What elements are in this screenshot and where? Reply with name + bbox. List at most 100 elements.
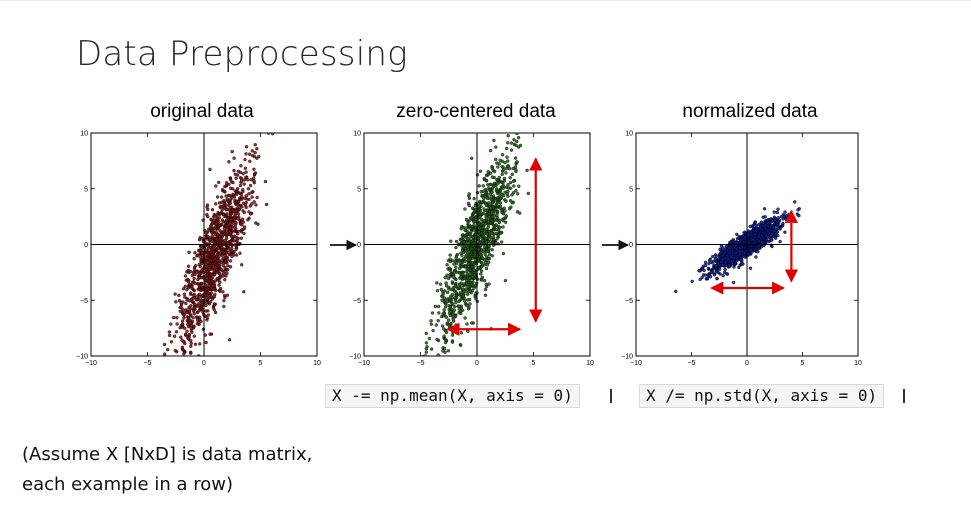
data-point <box>488 182 492 186</box>
data-point <box>529 121 532 124</box>
data-point <box>463 265 468 269</box>
y-tick-label: 0 <box>84 242 88 249</box>
data-point <box>251 114 254 117</box>
data-point <box>160 366 163 369</box>
data-point <box>490 190 494 194</box>
data-point <box>228 265 233 269</box>
data-point <box>513 103 516 106</box>
data-point <box>212 303 217 307</box>
data-point <box>450 301 454 305</box>
data-point <box>701 266 705 270</box>
data-point <box>242 178 247 182</box>
y-tick-label: 0 <box>357 242 361 249</box>
data-point <box>498 218 502 222</box>
data-point <box>434 362 437 365</box>
data-point <box>248 159 252 163</box>
data-point <box>734 244 738 248</box>
data-point <box>485 263 490 267</box>
data-point <box>212 221 216 225</box>
data-point <box>445 290 450 295</box>
data-point <box>163 352 167 356</box>
data-point <box>169 340 174 344</box>
data-point <box>775 210 779 215</box>
data-point <box>227 217 231 221</box>
data-point <box>225 255 229 259</box>
y-tick-label: −5 <box>625 298 633 305</box>
data-point <box>757 232 761 237</box>
data-point <box>459 275 463 279</box>
data-point <box>213 232 218 237</box>
data-point <box>743 235 747 239</box>
data-point <box>195 310 200 315</box>
data-point <box>460 233 465 237</box>
data-point <box>226 193 231 198</box>
x-tick-label: 10 <box>854 360 862 367</box>
data-point <box>504 199 508 203</box>
data-point <box>206 287 210 291</box>
data-point <box>166 347 170 352</box>
scatter-points <box>421 103 532 365</box>
data-point <box>500 192 504 196</box>
data-point <box>244 205 248 210</box>
data-point <box>796 208 800 212</box>
data-point <box>225 268 230 272</box>
data-point <box>718 247 722 252</box>
data-point <box>177 293 181 298</box>
data-point <box>212 273 217 277</box>
panel-title-original: original data <box>150 101 254 122</box>
data-point <box>506 141 510 145</box>
data-point <box>221 212 226 217</box>
data-point <box>471 206 475 210</box>
data-point <box>226 223 230 227</box>
data-point <box>505 155 509 159</box>
data-point <box>506 134 510 138</box>
data-point <box>731 280 736 285</box>
data-point <box>444 315 449 319</box>
data-point <box>200 293 205 297</box>
data-point <box>470 264 474 269</box>
data-point <box>222 247 226 251</box>
data-point <box>200 251 204 255</box>
data-point <box>192 293 196 298</box>
data-point <box>772 210 776 214</box>
data-point <box>749 252 753 256</box>
data-point <box>478 169 483 173</box>
data-point <box>175 322 179 326</box>
data-point <box>189 344 193 348</box>
data-point <box>205 234 210 238</box>
data-point <box>496 181 500 185</box>
data-point <box>703 260 708 265</box>
data-point <box>453 314 458 318</box>
data-point <box>514 168 518 172</box>
data-point <box>498 158 502 162</box>
data-point <box>442 311 446 315</box>
y-tick-label: −5 <box>80 298 88 305</box>
data-point <box>209 272 213 276</box>
data-point <box>465 272 469 276</box>
data-point <box>221 263 226 268</box>
data-point <box>726 256 730 261</box>
data-point <box>219 250 223 254</box>
data-point <box>493 169 497 174</box>
data-point <box>167 333 172 338</box>
x-tick-label: 5 <box>532 360 536 367</box>
data-point <box>246 218 250 222</box>
data-point <box>217 261 221 266</box>
data-point <box>235 173 240 177</box>
data-point <box>454 265 458 269</box>
data-point <box>765 237 769 242</box>
data-point <box>499 196 503 201</box>
data-point <box>712 267 716 271</box>
data-point <box>241 220 245 224</box>
data-point <box>222 304 226 309</box>
data-point <box>220 188 225 192</box>
data-point <box>180 322 185 326</box>
data-point <box>508 199 513 203</box>
data-point <box>204 231 208 235</box>
data-point <box>753 232 757 237</box>
data-point <box>226 199 230 203</box>
data-point <box>489 206 493 210</box>
data-point <box>457 304 461 308</box>
data-point <box>482 207 486 211</box>
data-point <box>717 256 722 261</box>
